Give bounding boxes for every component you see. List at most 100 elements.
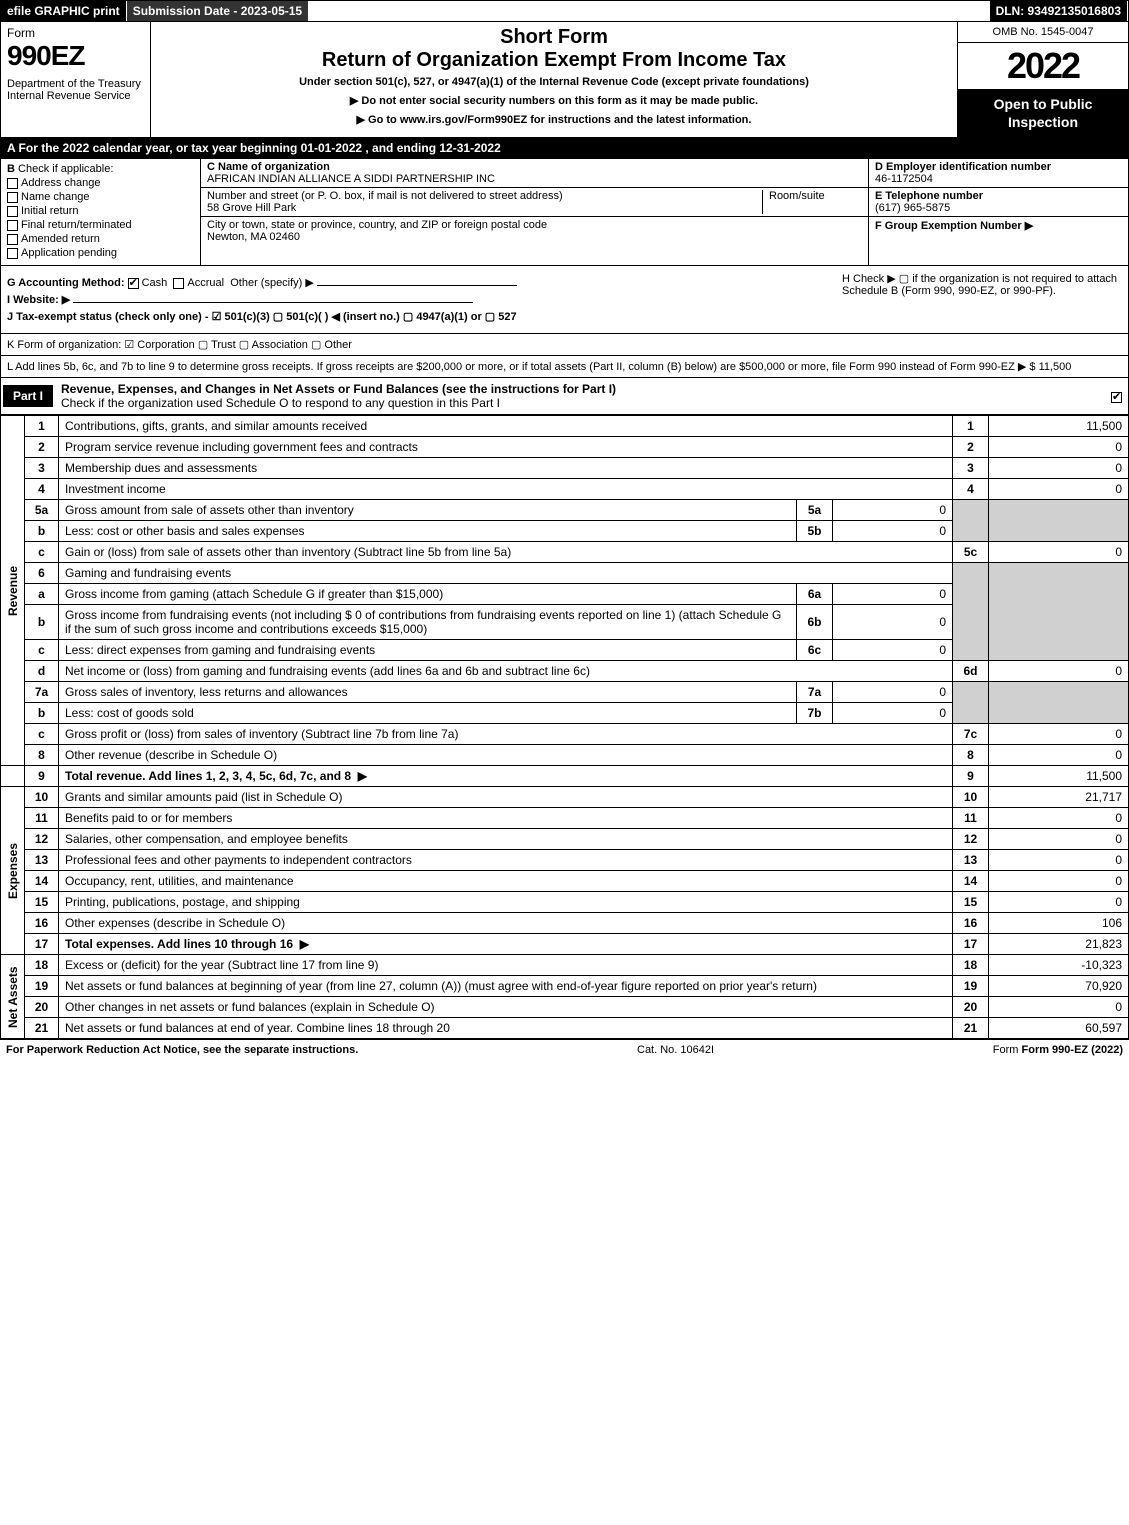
- val-17: 21,823: [989, 934, 1129, 955]
- top-bar: efile GRAPHIC print Submission Date - 20…: [0, 0, 1129, 22]
- chk-amended-return[interactable]: [7, 234, 18, 245]
- subval-7b: 0: [833, 703, 953, 724]
- val-14: 0: [989, 871, 1129, 892]
- dln: DLN: 93492135016803: [990, 1, 1128, 21]
- desc-18: Excess or (deficit) for the year (Subtra…: [59, 955, 953, 976]
- label-F-group-exemption: F Group Exemption Number ▶: [875, 220, 1033, 232]
- subval-6c: 0: [833, 640, 953, 661]
- chk-schedule-o-part1[interactable]: [1111, 392, 1122, 403]
- instr-ssn: ▶ Do not enter social security numbers o…: [157, 94, 951, 107]
- form-header: Form 990EZ Department of the Treasury In…: [0, 22, 1129, 138]
- form-number: 990EZ: [7, 40, 144, 72]
- val-18: -10,323: [989, 955, 1129, 976]
- open-public-badge: Open to Public Inspection: [958, 89, 1128, 137]
- sub-5b: 5b: [797, 521, 833, 542]
- val-21: 60,597: [989, 1018, 1129, 1039]
- desc-6: Gaming and fundraising events: [59, 563, 953, 584]
- street-value: 58 Grove Hill Park: [207, 202, 296, 214]
- footer-center: Cat. No. 10642I: [637, 1044, 714, 1056]
- val-19: 70,920: [989, 976, 1129, 997]
- row-L-gross-receipts: L Add lines 5b, 6c, and 7b to line 9 to …: [0, 356, 1129, 378]
- sub-6b: 6b: [797, 605, 833, 640]
- desc-17: Total expenses. Add lines 10 through 16 …: [59, 934, 953, 955]
- sub-7a: 7a: [797, 682, 833, 703]
- subval-5b: 0: [833, 521, 953, 542]
- lbl-amended-return: Amended return: [21, 233, 100, 245]
- part1-header: Part I Revenue, Expenses, and Changes in…: [0, 378, 1129, 415]
- page-footer: For Paperwork Reduction Act Notice, see …: [0, 1039, 1129, 1060]
- val-13: 0: [989, 850, 1129, 871]
- desc-7b: Less: cost of goods sold: [59, 703, 797, 724]
- label-E-phone: E Telephone number: [875, 190, 983, 202]
- val-4: 0: [989, 479, 1129, 500]
- row-H-schedule-b: H Check ▶ ▢ if the organization is not r…: [842, 272, 1122, 297]
- desc-3: Membership dues and assessments: [59, 458, 953, 479]
- org-name: AFRICAN INDIAN ALLIANCE A SIDDI PARTNERS…: [207, 173, 495, 185]
- desc-7c: Gross profit or (loss) from sales of inv…: [59, 724, 953, 745]
- part1-table: Revenue 1 Contributions, gifts, grants, …: [0, 415, 1129, 1039]
- instr-link: ▶ Go to www.irs.gov/Form990EZ for instru…: [157, 113, 951, 126]
- omb-number: OMB No. 1545-0047: [958, 22, 1128, 43]
- tax-year: 2022: [958, 43, 1128, 89]
- gross-receipts-amount: ▶ $ 11,500: [1018, 361, 1072, 373]
- subtitle: Under section 501(c), 527, or 4947(a)(1)…: [157, 76, 951, 88]
- netassets-label: Net Assets: [1, 955, 25, 1039]
- desc-2: Program service revenue including govern…: [59, 437, 953, 458]
- label-C: C Name of organization: [207, 161, 330, 173]
- val-6d: 0: [989, 661, 1129, 682]
- desc-15: Printing, publications, postage, and shi…: [59, 892, 953, 913]
- dept-treasury: Department of the Treasury Internal Reve…: [7, 78, 144, 102]
- desc-14: Occupancy, rent, utilities, and maintena…: [59, 871, 953, 892]
- form-label: Form: [7, 26, 144, 40]
- footer-left: For Paperwork Reduction Act Notice, see …: [6, 1044, 358, 1056]
- lbl-address-change: Address change: [21, 177, 101, 189]
- ein-value: 46-1172504: [875, 173, 933, 185]
- val-3: 0: [989, 458, 1129, 479]
- desc-8: Other revenue (describe in Schedule O): [59, 745, 953, 766]
- desc-6a: Gross income from gaming (attach Schedul…: [59, 584, 797, 605]
- row-A-calendar-year: A For the 2022 calendar year, or tax yea…: [0, 138, 1129, 159]
- val-7c: 0: [989, 724, 1129, 745]
- desc-10: Grants and similar amounts paid (list in…: [59, 787, 953, 808]
- title-short-form: Short Form: [157, 26, 951, 49]
- val-20: 0: [989, 997, 1129, 1018]
- part1-tab: Part I: [3, 385, 53, 407]
- val-2: 0: [989, 437, 1129, 458]
- part1-subtitle: Check if the organization used Schedule …: [61, 396, 500, 410]
- val-5c: 0: [989, 542, 1129, 563]
- chk-address-change[interactable]: [7, 178, 18, 189]
- title-return: Return of Organization Exempt From Incom…: [157, 49, 951, 72]
- phone-value: (617) 965-5875: [875, 202, 950, 214]
- desc-1: Contributions, gifts, grants, and simila…: [59, 416, 953, 437]
- desc-5b: Less: cost or other basis and sales expe…: [59, 521, 797, 542]
- desc-20: Other changes in net assets or fund bala…: [59, 997, 953, 1018]
- subval-6a: 0: [833, 584, 953, 605]
- row-K-form-org: K Form of organization: ☑ Corporation ▢ …: [0, 334, 1129, 356]
- chk-initial-return[interactable]: [7, 206, 18, 217]
- label-D-ein: D Employer identification number: [875, 161, 1051, 173]
- city-value: Newton, MA 02460: [207, 231, 300, 243]
- desc-9: Total revenue. Add lines 1, 2, 3, 4, 5c,…: [59, 766, 953, 787]
- chk-application-pending[interactable]: [7, 248, 18, 259]
- part1-title: Revenue, Expenses, and Changes in Net As…: [61, 382, 616, 396]
- desc-12: Salaries, other compensation, and employ…: [59, 829, 953, 850]
- lbl-other-method: Other (specify) ▶: [230, 277, 314, 289]
- lbl-name-change: Name change: [21, 191, 90, 203]
- efile-print[interactable]: efile GRAPHIC print: [1, 1, 127, 21]
- lbl-cash: Cash: [142, 277, 168, 289]
- sub-6c: 6c: [797, 640, 833, 661]
- desc-6c: Less: direct expenses from gaming and fu…: [59, 640, 797, 661]
- submission-date: Submission Date - 2023-05-15: [127, 1, 309, 21]
- lbl-application-pending: Application pending: [21, 247, 117, 259]
- chk-name-change[interactable]: [7, 192, 18, 203]
- chk-accrual[interactable]: [173, 278, 184, 289]
- chk-final-return[interactable]: [7, 220, 18, 231]
- desc-5a: Gross amount from sale of assets other t…: [59, 500, 797, 521]
- subval-5a: 0: [833, 500, 953, 521]
- sub-7b: 7b: [797, 703, 833, 724]
- val-8: 0: [989, 745, 1129, 766]
- chk-cash[interactable]: [128, 278, 139, 289]
- city-label: City or town, state or province, country…: [207, 219, 547, 231]
- val-15: 0: [989, 892, 1129, 913]
- val-1: 11,500: [989, 416, 1129, 437]
